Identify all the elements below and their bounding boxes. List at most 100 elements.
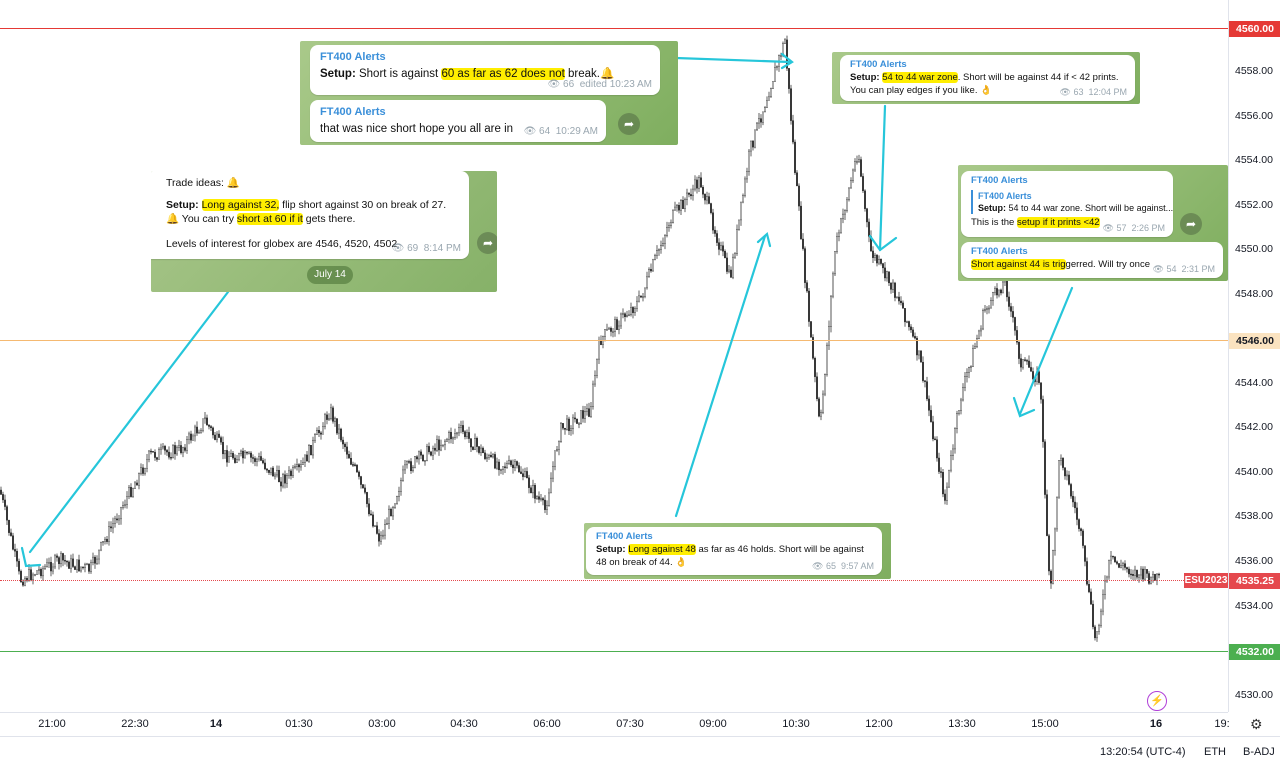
time-tick: 07:30 (616, 718, 644, 730)
candle-body (936, 439, 938, 459)
sender-name[interactable]: FT400 Alerts (971, 175, 1028, 186)
candle-body (660, 245, 662, 250)
candle-body (2, 494, 4, 501)
sender-name[interactable]: FT400 Alerts (320, 51, 386, 63)
alert-message[interactable]: FT400 Alerts that was nice short hope yo… (310, 100, 606, 142)
alert-message[interactable]: FT400 Alerts FT400 Alerts Setup: 54 to 4… (961, 171, 1173, 237)
candle-body (848, 187, 850, 201)
candle-body (222, 442, 224, 455)
candle-body (148, 450, 150, 460)
candle-body (1050, 570, 1052, 584)
message-meta: 👁 66 edited 10:23 AM (548, 78, 652, 92)
candle-body (370, 513, 372, 516)
candle-body (1152, 573, 1154, 578)
candle-body (1002, 281, 1004, 294)
candle-body (394, 503, 396, 508)
settings-gear-icon[interactable]: ⚙ (1250, 716, 1263, 732)
candle-body (644, 287, 646, 297)
highlighted-text: 54 to 44 war zone (882, 71, 958, 83)
candle-body (154, 451, 156, 458)
sender-name[interactable]: FT400 Alerts (850, 59, 907, 70)
time-axis[interactable]: 21:00 22:30 14 01:30 03:00 04:30 06:00 0… (0, 712, 1230, 737)
alert-message[interactable]: FT400 Alerts Setup: Short is against 60 … (310, 45, 660, 95)
candle-body (316, 430, 318, 435)
candle-body (1012, 311, 1014, 318)
candle-body (8, 520, 10, 533)
time-tick: 15:00 (1031, 718, 1059, 730)
lightning-icon[interactable]: ⚡ (1147, 691, 1167, 711)
candle-body (808, 290, 810, 322)
price-axis[interactable]: 4558.00 4556.00 4554.00 4552.00 4550.00 … (1228, 0, 1280, 712)
candle-body (812, 337, 814, 359)
alert-message[interactable]: Trade ideas: 🔔 Setup: Long against 32, f… (151, 171, 469, 259)
candle-body (338, 428, 340, 434)
green-line-price-label[interactable]: 4532.00 (1229, 644, 1280, 660)
alert-message[interactable]: FT400 Alerts Setup: Long against 48 as f… (586, 527, 882, 575)
forward-icon[interactable]: ➦ (1180, 213, 1202, 235)
candle-body (734, 253, 736, 258)
candle-body (970, 366, 972, 368)
clock-time[interactable]: 13:20:54 (UTC-4) (1100, 746, 1186, 758)
candle-body (168, 451, 170, 458)
session-label[interactable]: ETH (1204, 746, 1226, 758)
time-tick: 01:30 (285, 718, 313, 730)
candle-body (1112, 555, 1114, 558)
price-tick: 4540.00 (1235, 466, 1273, 478)
alert-message[interactable]: FT400 Alerts Setup: 54 to 44 war zone. S… (840, 55, 1135, 101)
candle-body (292, 467, 294, 476)
candle-body (944, 493, 946, 501)
adjustment-label[interactable]: B-ADJ (1243, 746, 1275, 758)
candle-body (106, 538, 108, 542)
message-meta: 👁 64 10:29 AM (524, 125, 598, 139)
candle-body (832, 273, 834, 297)
forward-icon[interactable]: ➦ (618, 113, 640, 135)
candle-body (1086, 561, 1088, 585)
candle-body (630, 307, 632, 316)
message-text: break. (564, 67, 600, 80)
candle-body (908, 321, 910, 328)
candle-body (772, 81, 774, 89)
candle-body (536, 496, 538, 499)
candle-body (1142, 568, 1144, 580)
quoted-message[interactable]: FT400 Alerts Setup: 54 to 44 war zone. S… (971, 189, 1173, 215)
red-line-price-label[interactable]: 4560.00 (1229, 21, 1280, 37)
candle-body (544, 499, 546, 510)
candle-body (710, 203, 712, 213)
candle-body (174, 445, 176, 455)
annotation-arrows (20, 52, 1074, 568)
green-horizontal-line[interactable] (0, 651, 1228, 652)
candle-body (94, 556, 96, 564)
highlighted-text: 60 as far as 62 does not (441, 67, 565, 80)
candle-body (300, 464, 302, 468)
candle-body (150, 450, 152, 453)
candle-body (792, 120, 794, 143)
candle-body (196, 426, 198, 434)
candle-body (266, 468, 268, 471)
candle-body (1044, 441, 1046, 495)
candle-body (380, 534, 382, 542)
candle-body (918, 350, 920, 356)
chart-area[interactable]: FT400 Alerts Setup: Short is against 60 … (0, 0, 1228, 712)
candle-body (282, 474, 284, 487)
candle-body (548, 492, 550, 506)
alert-message[interactable]: FT400 Alerts Short against 44 is trigger… (961, 242, 1223, 278)
candle-body (552, 466, 554, 479)
candle-body (626, 315, 628, 318)
message-text: This is the (971, 217, 1017, 229)
candle-body (330, 407, 332, 419)
sender-name[interactable]: FT400 Alerts (971, 246, 1028, 257)
sender-name[interactable]: FT400 Alerts (596, 531, 653, 542)
orange-horizontal-line[interactable] (0, 340, 1228, 341)
candle-body (738, 219, 740, 230)
candle-body (566, 418, 568, 430)
candle-body (550, 477, 552, 494)
candle-body (122, 505, 124, 508)
forward-icon[interactable]: ➦ (477, 232, 497, 254)
red-horizontal-line[interactable] (0, 28, 1228, 29)
candle-body (206, 417, 208, 426)
candle-body (938, 457, 940, 472)
candle-body (606, 329, 608, 331)
orange-line-price-label[interactable]: 4546.00 (1229, 333, 1280, 349)
candle-body (360, 476, 362, 485)
sender-name[interactable]: FT400 Alerts (320, 106, 386, 118)
